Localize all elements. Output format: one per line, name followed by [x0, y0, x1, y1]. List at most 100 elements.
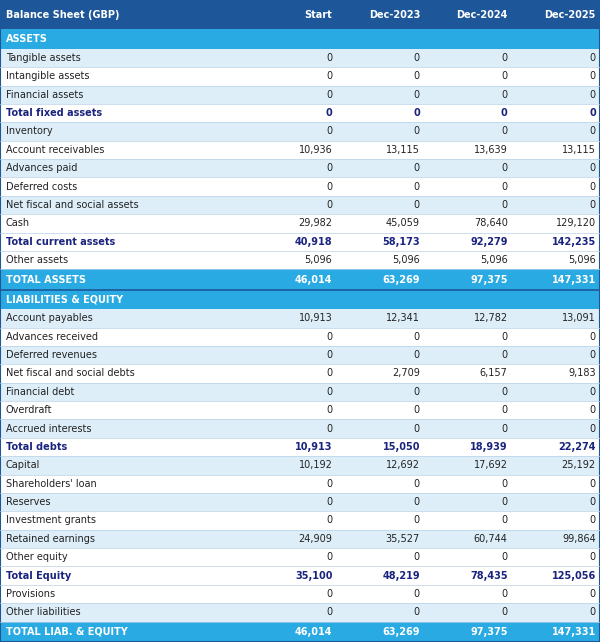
Text: Accrued interests: Accrued interests: [6, 424, 91, 433]
Bar: [0, 0, 600, 30]
Text: Balance Sheet (GBP): Balance Sheet (GBP): [6, 10, 119, 20]
Bar: [0, 603, 600, 621]
Text: 0: 0: [590, 424, 596, 433]
Text: 0: 0: [502, 607, 508, 618]
Text: 58,173: 58,173: [382, 237, 420, 247]
Text: 10,913: 10,913: [295, 442, 332, 452]
Text: 12,782: 12,782: [473, 313, 508, 324]
Text: 0: 0: [414, 90, 420, 100]
Text: 0: 0: [502, 53, 508, 63]
Text: 0: 0: [414, 589, 420, 599]
Text: Inventory: Inventory: [6, 126, 53, 137]
Bar: [0, 566, 600, 585]
Text: 15,050: 15,050: [383, 442, 420, 452]
Text: 0: 0: [502, 350, 508, 360]
Text: Other liabilities: Other liabilities: [6, 607, 80, 618]
Bar: [0, 309, 600, 327]
Text: 0: 0: [590, 71, 596, 82]
Text: 40,918: 40,918: [295, 237, 332, 247]
Text: 147,331: 147,331: [551, 275, 596, 284]
Text: 0: 0: [502, 200, 508, 210]
Bar: [0, 474, 600, 493]
Text: 0: 0: [414, 350, 420, 360]
Bar: [0, 196, 600, 214]
Text: Retained earnings: Retained earnings: [6, 534, 95, 544]
Text: 17,692: 17,692: [473, 460, 508, 471]
Text: 0: 0: [414, 163, 420, 173]
Text: Investment grants: Investment grants: [6, 516, 96, 525]
Bar: [0, 214, 600, 232]
Text: 97,375: 97,375: [470, 627, 508, 637]
Text: 0: 0: [414, 182, 420, 191]
Bar: [0, 123, 600, 141]
Text: Shareholders' loan: Shareholders' loan: [6, 479, 97, 489]
Text: 0: 0: [502, 126, 508, 137]
Text: Net fiscal and social debts: Net fiscal and social debts: [6, 369, 135, 379]
Bar: [0, 493, 600, 511]
Text: 13,115: 13,115: [386, 145, 420, 155]
Text: Start: Start: [305, 10, 332, 20]
Text: 0: 0: [502, 424, 508, 433]
Text: 63,269: 63,269: [383, 627, 420, 637]
Text: 0: 0: [502, 589, 508, 599]
Text: 92,279: 92,279: [470, 237, 508, 247]
Bar: [0, 346, 600, 364]
Text: 5,096: 5,096: [568, 255, 596, 265]
Text: 78,435: 78,435: [470, 571, 508, 580]
Bar: [0, 30, 600, 49]
Text: 129,120: 129,120: [556, 218, 596, 229]
Text: 0: 0: [326, 90, 332, 100]
Text: 35,527: 35,527: [386, 534, 420, 544]
Text: 10,936: 10,936: [299, 145, 332, 155]
Text: 0: 0: [326, 108, 332, 118]
Text: Other equity: Other equity: [6, 552, 68, 562]
Text: 25,192: 25,192: [562, 460, 596, 471]
Text: Capital: Capital: [6, 460, 40, 471]
Text: 0: 0: [590, 163, 596, 173]
Text: Intangible assets: Intangible assets: [6, 71, 89, 82]
Text: 0: 0: [326, 369, 332, 379]
Text: 45,059: 45,059: [386, 218, 420, 229]
Text: 0: 0: [326, 479, 332, 489]
Text: Financial debt: Financial debt: [6, 387, 74, 397]
Text: Dec-2025: Dec-2025: [544, 10, 596, 20]
Bar: [0, 621, 600, 642]
Bar: [0, 269, 600, 290]
Bar: [0, 383, 600, 401]
Text: 60,744: 60,744: [474, 534, 508, 544]
Text: 0: 0: [326, 589, 332, 599]
Text: 9,183: 9,183: [568, 369, 596, 379]
Text: 0: 0: [590, 479, 596, 489]
Text: 12,341: 12,341: [386, 313, 420, 324]
Text: 46,014: 46,014: [295, 275, 332, 284]
Text: 0: 0: [502, 552, 508, 562]
Text: 29,982: 29,982: [298, 218, 332, 229]
Bar: [0, 456, 600, 474]
Text: 0: 0: [590, 516, 596, 525]
Text: 0: 0: [326, 71, 332, 82]
Text: 0: 0: [590, 589, 596, 599]
Text: 0: 0: [414, 607, 420, 618]
Bar: [0, 290, 600, 309]
Text: LIABILITIES & EQUITY: LIABILITIES & EQUITY: [6, 295, 123, 304]
Text: 0: 0: [502, 332, 508, 342]
Text: 0: 0: [326, 350, 332, 360]
Text: 0: 0: [414, 479, 420, 489]
Text: 0: 0: [414, 516, 420, 525]
Text: 78,640: 78,640: [474, 218, 508, 229]
Text: 13,091: 13,091: [562, 313, 596, 324]
Text: 0: 0: [326, 387, 332, 397]
Text: 0: 0: [590, 126, 596, 137]
Text: 0: 0: [502, 182, 508, 191]
Text: Total Equity: Total Equity: [6, 571, 71, 580]
Text: 5,096: 5,096: [305, 255, 332, 265]
Bar: [0, 364, 600, 383]
Text: 0: 0: [326, 332, 332, 342]
Text: Provisions: Provisions: [6, 589, 55, 599]
Text: 2,709: 2,709: [392, 369, 420, 379]
Text: 0: 0: [590, 607, 596, 618]
Text: 0: 0: [326, 182, 332, 191]
Text: 0: 0: [590, 182, 596, 191]
Text: 0: 0: [590, 90, 596, 100]
Text: Overdraft: Overdraft: [6, 405, 53, 415]
